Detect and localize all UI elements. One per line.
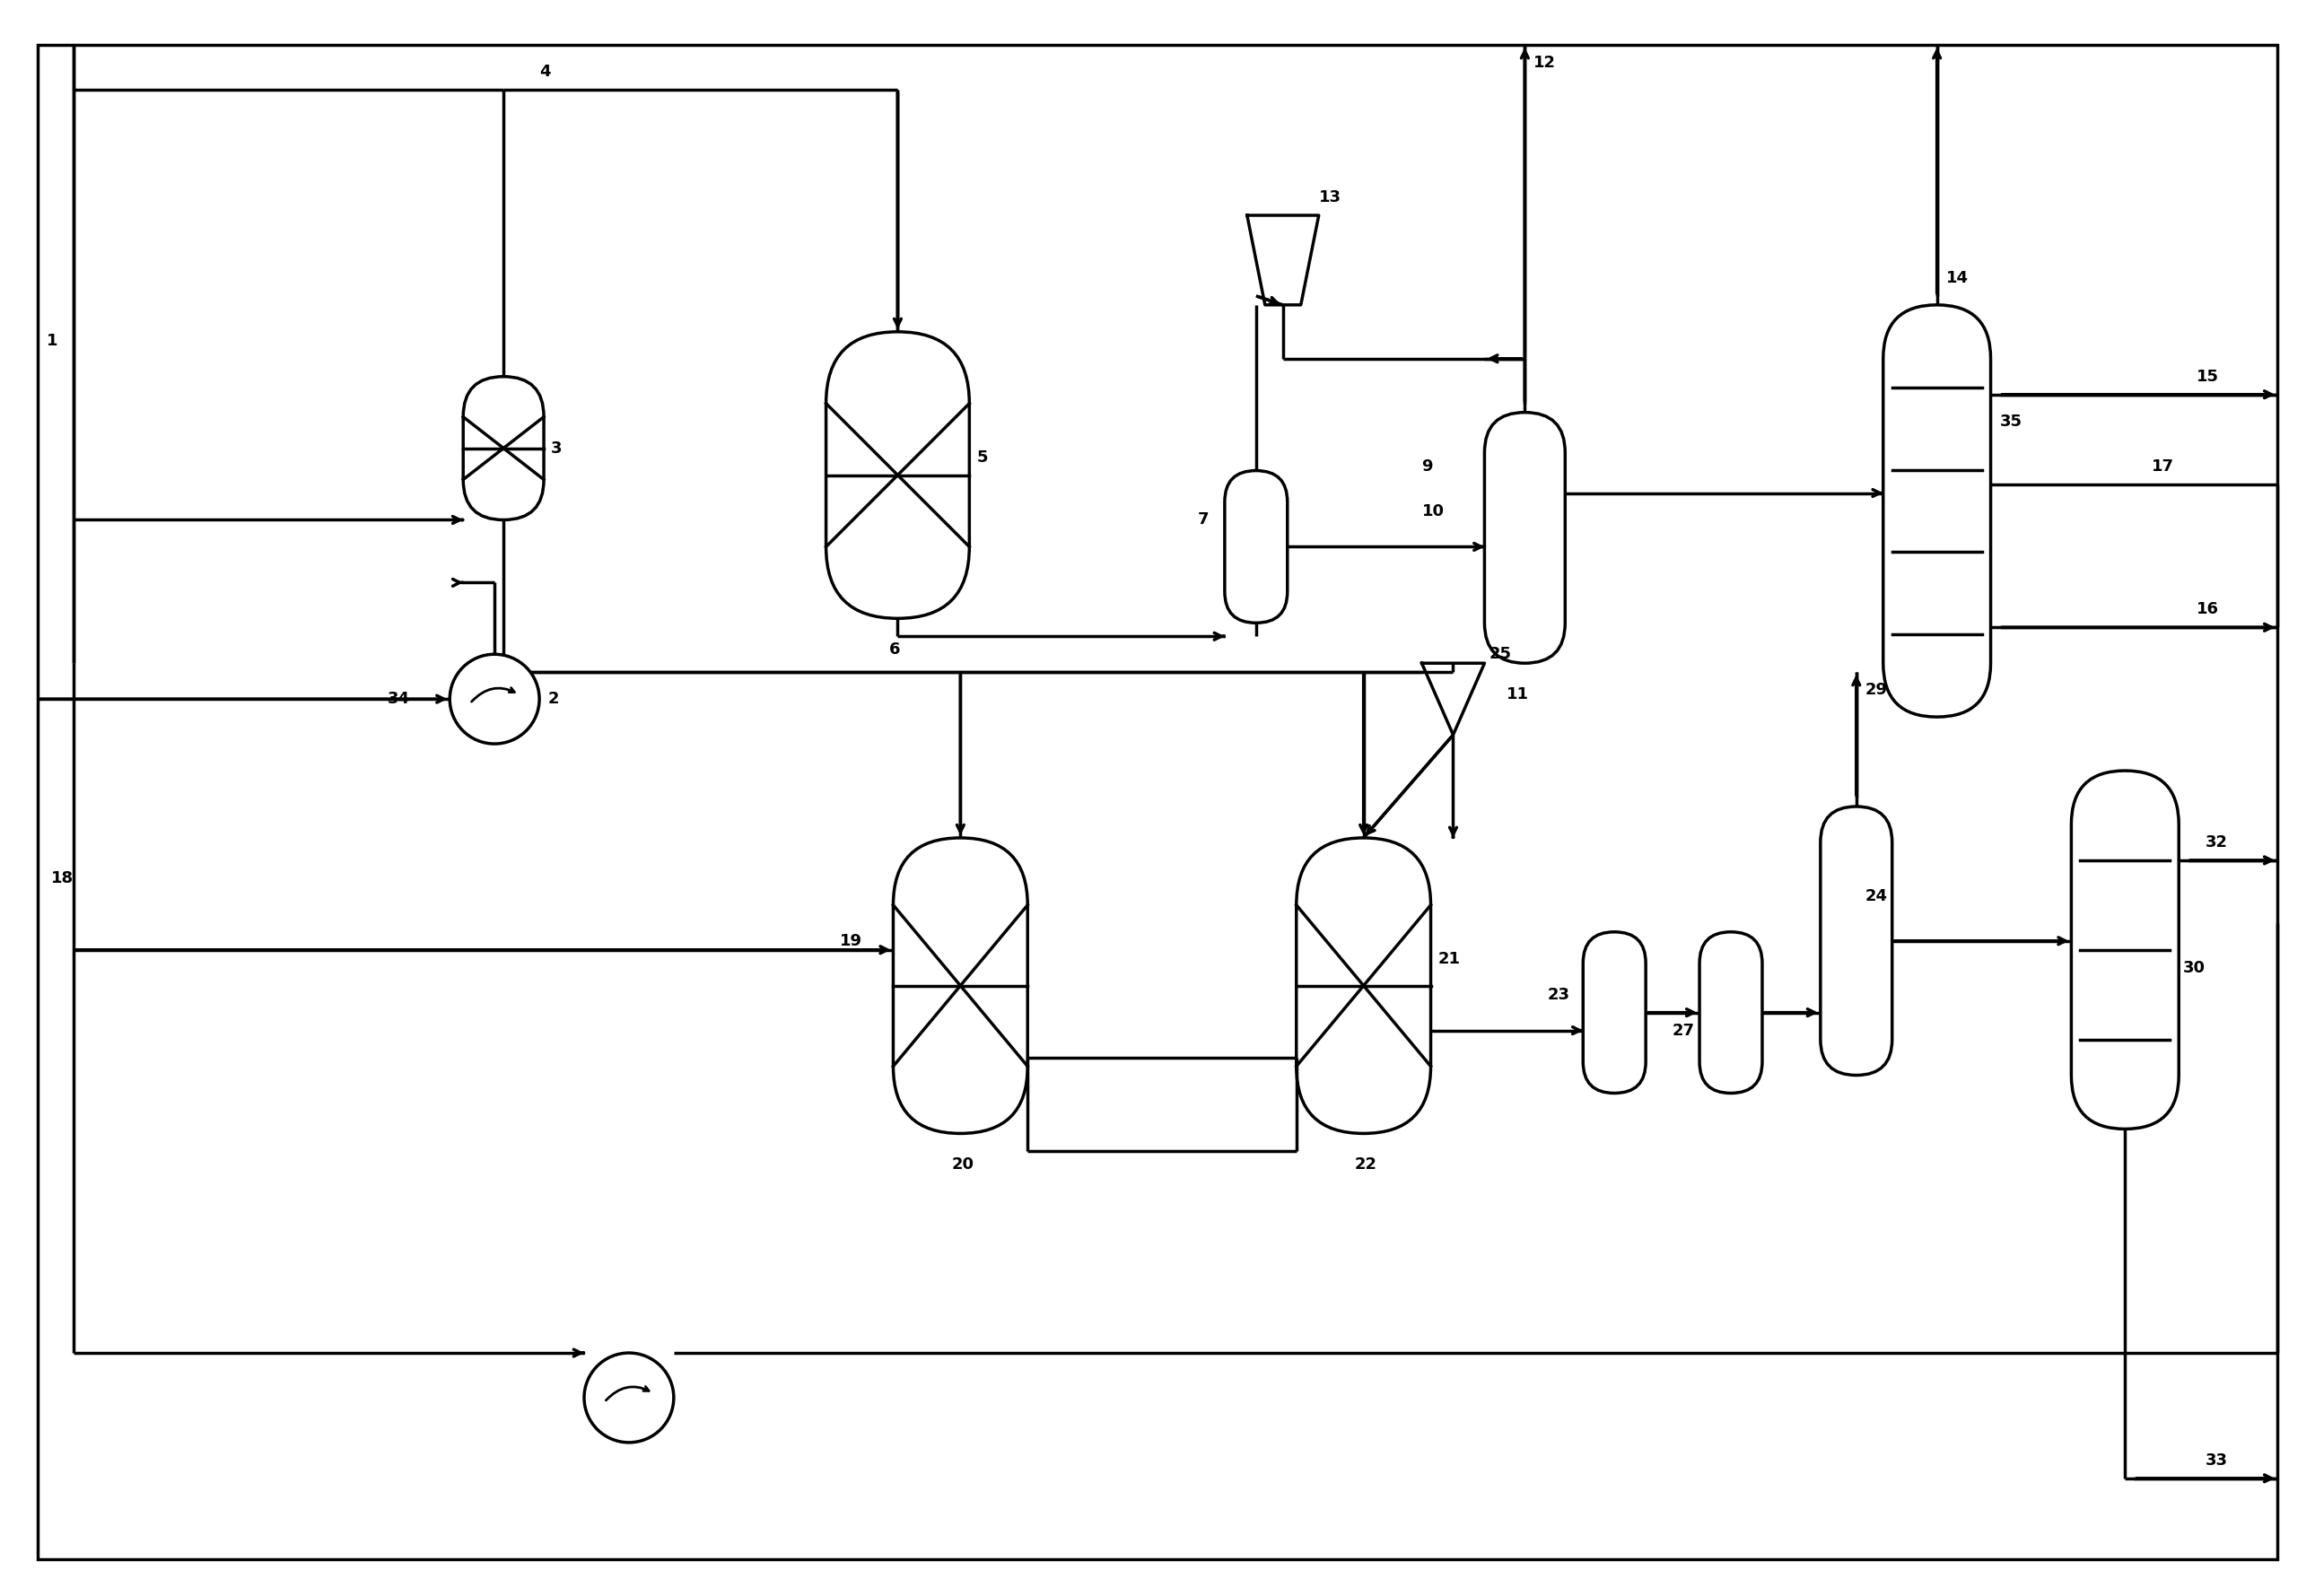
Text: 5: 5: [977, 448, 989, 466]
Text: 11: 11: [1507, 686, 1530, 702]
Polygon shape: [1421, 664, 1484, 734]
FancyBboxPatch shape: [1699, 932, 1762, 1093]
Text: 27: 27: [1674, 1023, 1695, 1039]
FancyBboxPatch shape: [1296, 838, 1431, 1133]
Text: 18: 18: [51, 870, 74, 886]
Text: 33: 33: [2206, 1452, 2227, 1468]
Text: 20: 20: [951, 1157, 975, 1173]
Text: 30: 30: [2183, 959, 2206, 975]
Text: 25: 25: [1489, 646, 1512, 662]
Text: 29: 29: [1866, 681, 1887, 697]
FancyBboxPatch shape: [894, 838, 1028, 1133]
Text: 17: 17: [2153, 458, 2174, 474]
Text: 24: 24: [1866, 887, 1887, 905]
Text: 4: 4: [539, 64, 551, 80]
Polygon shape: [1248, 215, 1320, 305]
Text: 23: 23: [1546, 986, 1570, 1002]
FancyBboxPatch shape: [1882, 305, 1991, 717]
Text: 10: 10: [1421, 503, 1445, 519]
Text: 22: 22: [1354, 1157, 1377, 1173]
Text: 35: 35: [2000, 413, 2021, 429]
Text: 14: 14: [1947, 270, 1968, 286]
FancyBboxPatch shape: [2072, 771, 2178, 1128]
FancyBboxPatch shape: [1820, 806, 1891, 1076]
FancyBboxPatch shape: [1484, 412, 1565, 664]
Text: 34: 34: [387, 691, 410, 707]
Text: 16: 16: [2197, 602, 2220, 618]
FancyBboxPatch shape: [1225, 471, 1287, 622]
Text: 12: 12: [1535, 54, 1556, 72]
Text: 13: 13: [1320, 190, 1340, 206]
Text: 9: 9: [1421, 458, 1433, 474]
Text: 6: 6: [889, 642, 901, 658]
Text: 3: 3: [551, 440, 563, 456]
Text: 19: 19: [840, 932, 861, 950]
Text: 15: 15: [2197, 369, 2220, 385]
FancyBboxPatch shape: [1583, 932, 1646, 1093]
FancyBboxPatch shape: [463, 377, 544, 520]
Text: 1: 1: [46, 332, 58, 350]
FancyBboxPatch shape: [826, 332, 970, 618]
Text: 21: 21: [1438, 951, 1461, 967]
Circle shape: [583, 1353, 674, 1443]
Circle shape: [449, 654, 539, 744]
Text: 7: 7: [1197, 512, 1208, 528]
Text: 2: 2: [549, 691, 560, 707]
Text: 32: 32: [2206, 835, 2227, 851]
